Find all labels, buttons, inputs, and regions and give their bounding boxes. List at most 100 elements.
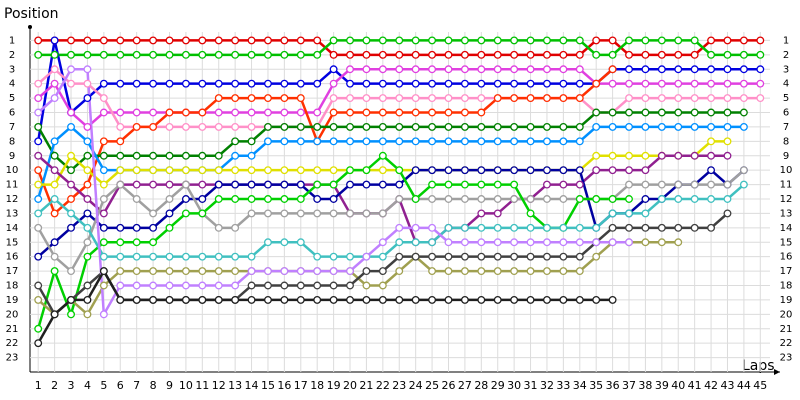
x-tick-label: 25 — [425, 379, 439, 392]
x-tick-label: 22 — [376, 379, 390, 392]
lap-point — [362, 252, 371, 261]
lap-point — [608, 122, 617, 131]
lap-point — [690, 79, 699, 88]
lap-point — [657, 195, 666, 203]
lap-point — [608, 108, 617, 117]
lap-point — [165, 252, 174, 261]
x-tick-label: 6 — [117, 379, 124, 392]
lap-point — [99, 195, 108, 203]
lap-point — [739, 79, 748, 88]
lap-point — [378, 65, 387, 74]
lap-point — [313, 79, 322, 88]
lap-point — [428, 195, 437, 203]
lap-point — [231, 295, 240, 304]
lap-point — [559, 65, 568, 74]
lap-point — [526, 267, 535, 276]
y-tick-label: 6 — [9, 108, 15, 119]
lap-point — [395, 65, 404, 74]
lap-point — [444, 295, 453, 304]
lap-point — [625, 166, 633, 175]
lap-point — [625, 94, 633, 103]
lap-point — [362, 79, 371, 88]
lap-point — [116, 223, 125, 232]
lap-point — [559, 195, 568, 203]
lap-point — [756, 79, 765, 88]
lap-point — [116, 281, 125, 290]
lap-point — [723, 195, 732, 203]
y-tick-label: 15 — [6, 237, 19, 248]
axis-end — [28, 25, 32, 29]
lap-point — [214, 166, 223, 175]
lap-point — [460, 195, 469, 203]
lap-point — [231, 122, 240, 131]
x-tick-label: 4 — [84, 379, 91, 392]
lap-point — [575, 223, 584, 232]
lap-point — [625, 36, 633, 45]
lap-point — [428, 65, 437, 74]
lap-point — [395, 295, 404, 304]
lap-point — [165, 79, 174, 88]
lap-point — [346, 50, 354, 59]
lap-point — [378, 281, 387, 290]
lap-point — [83, 94, 92, 103]
lap-point — [99, 108, 108, 117]
lap-point — [493, 295, 502, 304]
lap-point — [493, 195, 502, 203]
lap-point — [707, 166, 716, 175]
lap-point — [657, 238, 666, 247]
lap-point — [460, 166, 469, 175]
lap-point — [460, 65, 469, 74]
lap-point — [723, 36, 732, 45]
lap-point — [493, 209, 502, 218]
lap-point — [116, 166, 125, 175]
lap-point — [132, 223, 141, 232]
lap-point — [346, 267, 354, 276]
lap-point — [723, 50, 732, 59]
lap-point — [83, 79, 92, 88]
lap-point — [559, 79, 568, 88]
lap-point — [346, 36, 354, 45]
lap-point — [575, 195, 584, 203]
lap-point — [296, 209, 305, 218]
lap-point — [510, 36, 519, 45]
lap-point — [116, 238, 125, 247]
lap-point — [165, 36, 174, 45]
lap-point — [149, 151, 158, 160]
lap-point — [493, 267, 502, 276]
lap-point — [575, 122, 584, 131]
lap-point — [428, 180, 437, 189]
lap-point — [608, 151, 617, 160]
lap-point — [149, 108, 158, 117]
lap-point — [99, 281, 108, 290]
lap-point — [428, 252, 437, 261]
lap-point — [378, 137, 387, 146]
x-tick-label: 8 — [150, 379, 157, 392]
lap-point — [83, 223, 92, 232]
lap-point — [641, 209, 650, 218]
lap-point — [510, 65, 519, 74]
lap-point — [346, 122, 354, 131]
lap-point — [625, 151, 633, 160]
lap-point — [510, 295, 519, 304]
x-tick-label: 43 — [720, 379, 734, 392]
lap-point — [362, 94, 371, 103]
lap-point — [264, 267, 272, 276]
lap-point — [395, 252, 404, 261]
lap-point — [444, 252, 453, 261]
lap-point — [296, 122, 305, 131]
lap-point — [296, 137, 305, 146]
lap-point — [231, 151, 240, 160]
lap-point — [280, 36, 289, 45]
y-tick-label: 7 — [9, 122, 15, 133]
y-tick-label-right: 10 — [780, 165, 793, 176]
lap-point — [296, 36, 305, 45]
lap-point — [198, 209, 207, 218]
lap-point — [592, 151, 601, 160]
lap-point — [477, 50, 486, 59]
lap-point — [690, 122, 699, 131]
lap-point — [280, 195, 289, 203]
lap-point — [165, 267, 174, 276]
lap-point — [378, 50, 387, 59]
lap-point — [690, 195, 699, 203]
lap-point — [181, 281, 190, 290]
